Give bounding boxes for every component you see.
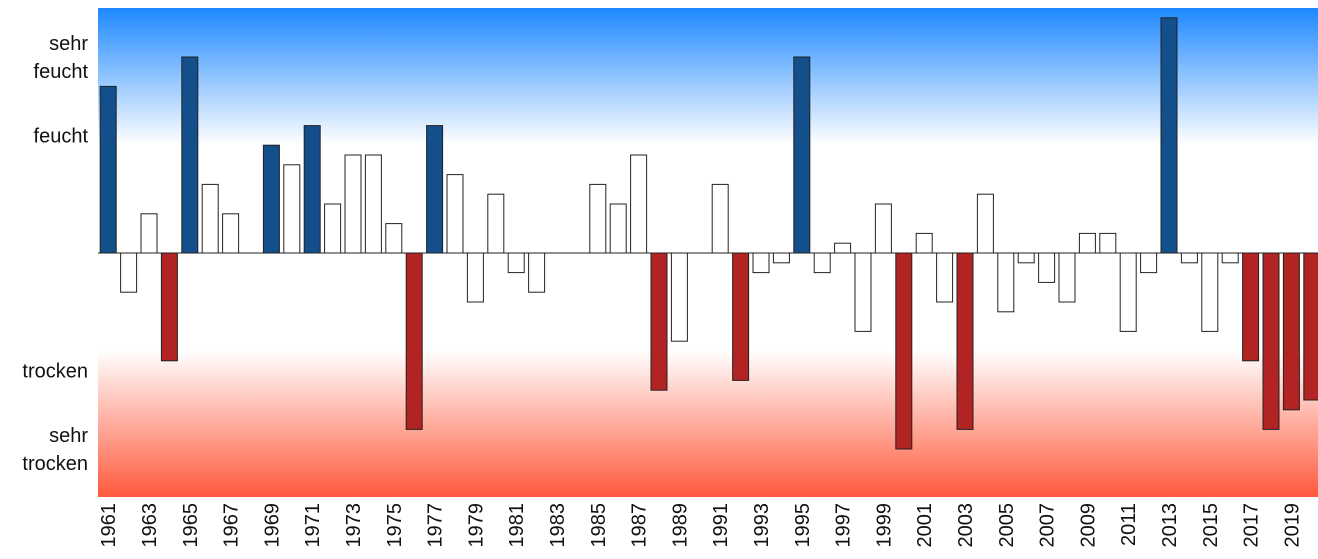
bar-2011	[1119, 252, 1137, 332]
bar-1964	[160, 252, 178, 362]
bar-1970	[283, 164, 301, 254]
bar-1986	[609, 203, 627, 254]
y-label-0-0: sehr	[49, 33, 88, 55]
bar-1987	[630, 154, 648, 254]
bar-2019	[1282, 252, 1300, 411]
bar-1981	[507, 252, 525, 274]
bar-1974	[364, 154, 382, 254]
bar-1995	[793, 56, 811, 254]
x-tick-2005: 2005	[996, 503, 1018, 548]
bar-2014	[1180, 252, 1198, 264]
x-tick-2001: 2001	[914, 503, 936, 548]
x-tick-1969: 1969	[261, 503, 283, 548]
x-tick-1961: 1961	[98, 503, 120, 548]
bar-series	[99, 17, 1318, 450]
x-tick-2009: 2009	[1077, 503, 1099, 548]
bar-2012	[1140, 252, 1158, 274]
x-tick-1985: 1985	[588, 503, 610, 548]
bar-1988	[650, 252, 668, 391]
bar-2015	[1201, 252, 1219, 332]
x-tick-labels: 1961 1963 1965 1967 1969 1971 1973 1975 1977 1979…	[98, 503, 1303, 548]
bar-1977	[426, 125, 444, 254]
x-tick-1989: 1989	[669, 503, 691, 548]
bar-2004	[976, 193, 994, 254]
x-tick-1987: 1987	[629, 503, 651, 548]
x-tick-2011: 2011	[1118, 503, 1140, 546]
x-tick-1975: 1975	[384, 503, 406, 548]
bar-1972	[324, 203, 342, 254]
x-tick-1997: 1997	[833, 503, 855, 548]
bar-1967	[222, 213, 240, 254]
x-tick-1973: 1973	[343, 503, 365, 548]
x-tick-1971: 1971	[302, 503, 324, 548]
bar-1966	[201, 183, 219, 254]
bar-1982	[528, 252, 546, 293]
bar-2000	[895, 252, 913, 450]
bar-2005	[997, 252, 1015, 313]
bar-1985	[589, 183, 607, 254]
x-tick-1983: 1983	[547, 503, 569, 548]
x-tick-2015: 2015	[1200, 503, 1222, 548]
x-tick-1991: 1991	[710, 503, 732, 548]
y-category-labels: sehr feucht feucht trocken sehr trocken	[22, 33, 88, 475]
x-tick-1979: 1979	[465, 503, 487, 547]
y-label-3-1: trocken	[22, 453, 88, 475]
x-tick-2019: 2019	[1281, 503, 1303, 548]
bar-1989	[670, 252, 688, 342]
bar-2013	[1160, 17, 1178, 254]
y-label-2-0: trocken	[22, 361, 88, 383]
x-tick-1963: 1963	[139, 503, 161, 548]
x-tick-1995: 1995	[792, 503, 814, 548]
bar-2007	[1038, 252, 1056, 283]
x-tick-2003: 2003	[955, 503, 977, 548]
x-tick-2013: 2013	[1159, 503, 1181, 548]
bar-1963	[140, 213, 158, 254]
bar-1962	[120, 252, 138, 293]
bar-2009	[1078, 232, 1096, 254]
x-tick-1993: 1993	[751, 503, 773, 548]
bar-1979	[466, 252, 484, 303]
bar-2020	[1303, 252, 1318, 401]
y-label-1-0: feucht	[34, 125, 89, 147]
x-tick-1967: 1967	[221, 503, 243, 548]
x-tick-1981: 1981	[506, 503, 528, 548]
bar-1997	[834, 242, 852, 254]
bar-1993	[752, 252, 770, 274]
bar-1998	[854, 252, 872, 332]
bar-2001	[915, 232, 933, 254]
bar-1973	[344, 154, 362, 254]
x-tick-1999: 1999	[873, 503, 895, 548]
bar-1978	[446, 174, 464, 254]
bar-1971	[303, 125, 321, 254]
x-tick-1965: 1965	[180, 503, 202, 548]
bar-1965	[181, 56, 199, 254]
x-tick-2007: 2007	[1037, 503, 1059, 548]
bar-2002	[936, 252, 954, 303]
bar-2003	[956, 252, 974, 430]
bar-2018	[1262, 252, 1280, 430]
bar-1992	[732, 252, 750, 381]
bar-1996	[813, 252, 831, 274]
bar-1980	[487, 193, 505, 254]
bar-1969	[262, 144, 280, 254]
bar-2010	[1099, 232, 1117, 254]
bar-1999	[874, 203, 892, 254]
bar-1961	[99, 85, 117, 254]
bar-2017	[1242, 252, 1260, 362]
bar-2016	[1221, 252, 1239, 264]
bar-2008	[1058, 252, 1076, 303]
x-tick-2017: 2017	[1241, 503, 1263, 548]
bar-1991	[711, 183, 729, 254]
bar-1976	[405, 252, 423, 430]
y-label-0-1: feucht	[34, 61, 89, 83]
y-label-3-0: sehr	[49, 425, 88, 447]
bar-1975	[385, 223, 403, 254]
bar-2006	[1017, 252, 1035, 264]
x-tick-1977: 1977	[425, 503, 447, 548]
bar-1994	[772, 252, 790, 264]
